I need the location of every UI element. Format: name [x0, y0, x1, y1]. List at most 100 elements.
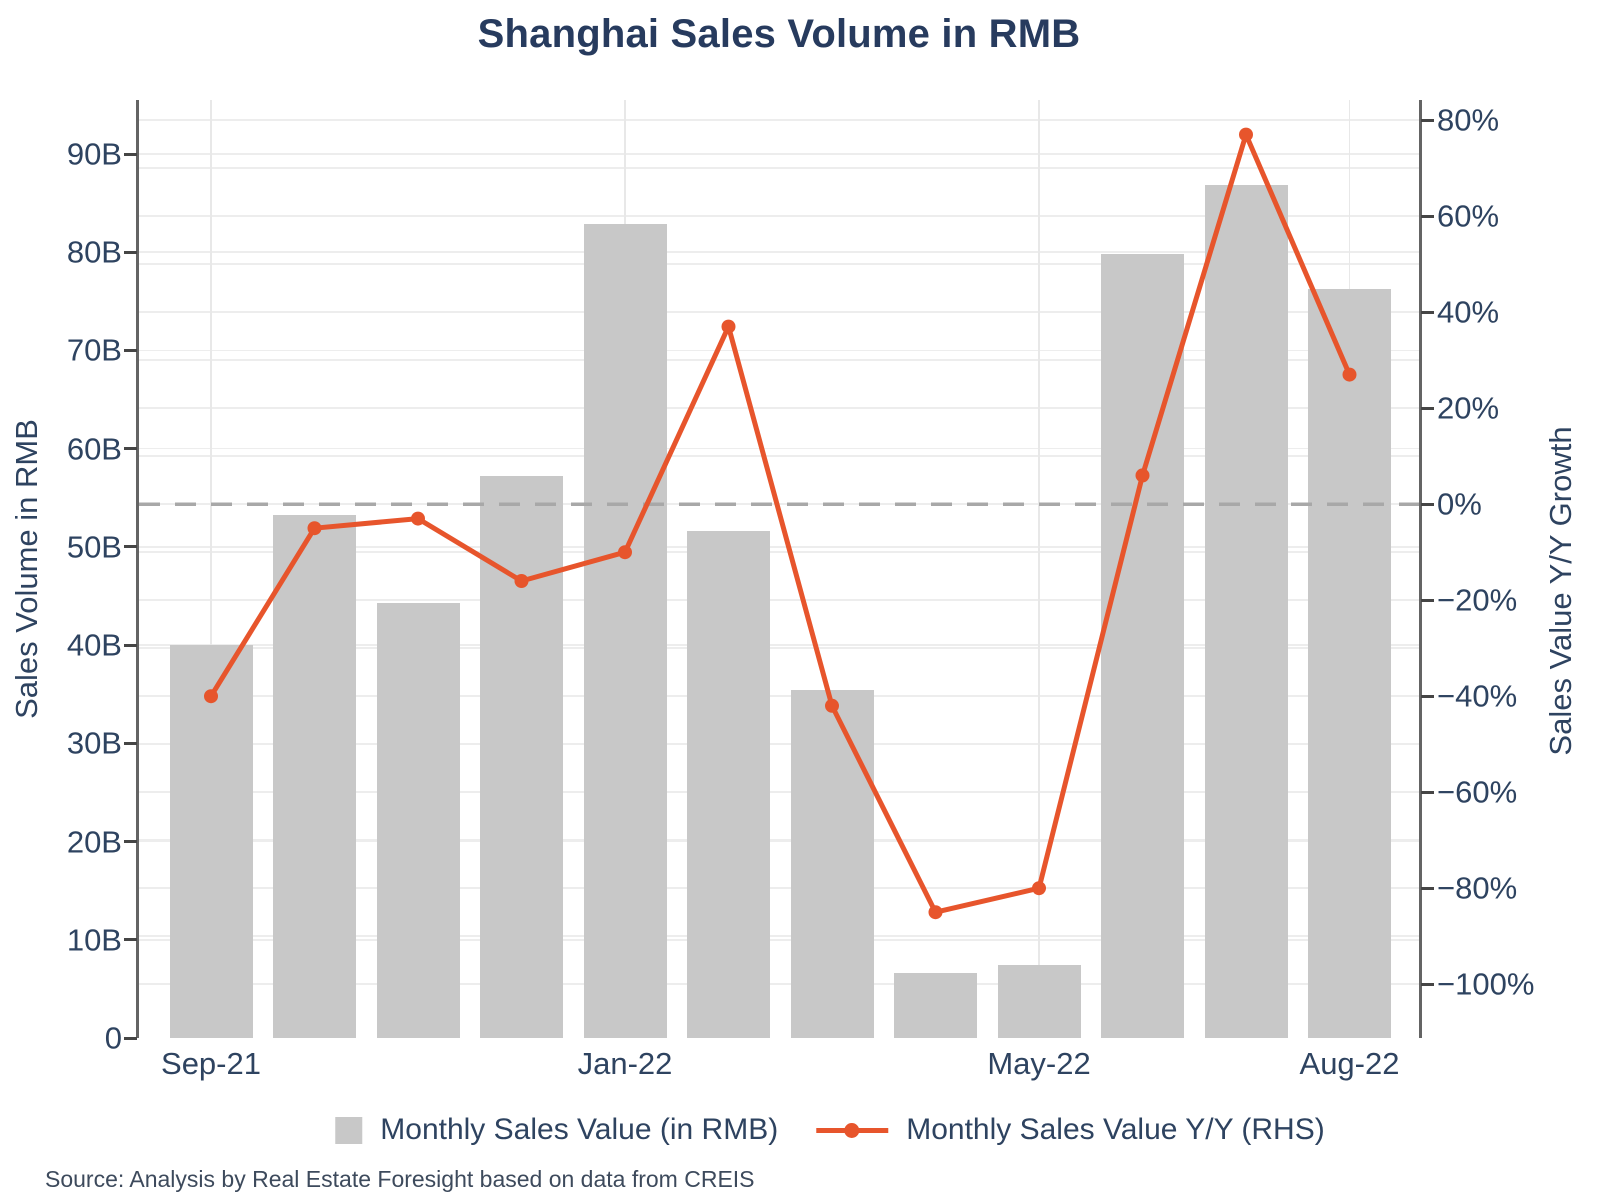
bar-sep-21 — [169, 645, 253, 1038]
source-note: Source: Analysis by Real Estate Foresigh… — [45, 1166, 755, 1192]
line-series-layer — [139, 127, 1419, 920]
line-point-oct-21 — [307, 521, 322, 536]
bar-nov-21 — [376, 602, 460, 1038]
bar-apr-22 — [894, 973, 977, 1038]
gridline-right-20 — [139, 407, 1419, 409]
gridline-right-60 — [139, 215, 1419, 217]
gridline-right--40 — [139, 695, 1419, 697]
left-tick-label-40B: 40B — [66, 627, 122, 663]
bar-feb-22 — [687, 531, 770, 1038]
left-tick-0 — [124, 1036, 137, 1040]
left-tick-label-0: 0 — [104, 1020, 122, 1056]
right-tick-40% — [1421, 310, 1434, 314]
right-tick-−100% — [1421, 982, 1434, 986]
bar-aug-22 — [1308, 288, 1391, 1038]
chart-title: Shanghai Sales Volume in RMB — [477, 12, 1081, 56]
gridline-right--90 — [139, 935, 1419, 938]
left-tick-60B — [124, 447, 137, 451]
bar-jul-22 — [1204, 185, 1288, 1038]
gridline-left-30 — [139, 742, 1419, 745]
right-tick-60% — [1421, 214, 1434, 218]
line-point-feb-22 — [721, 319, 736, 334]
x-tick-label-aug-22: Aug-22 — [1299, 1046, 1400, 1081]
gridline-left-90 — [139, 153, 1419, 155]
right-tick-label-60%: 60% — [1437, 198, 1500, 234]
gridline-left-40 — [139, 644, 1419, 646]
line-point-sep-21 — [204, 689, 218, 704]
right-axis-spine — [1419, 100, 1422, 1038]
line-point-aug-22 — [1342, 367, 1357, 382]
right-tick-−40% — [1421, 694, 1434, 698]
left-tick-10B — [124, 938, 137, 942]
left-tick-label-20B: 20B — [66, 824, 122, 860]
bar-jan-22 — [583, 223, 667, 1038]
line-point-may-22 — [1032, 881, 1046, 896]
bar-may-22 — [997, 965, 1081, 1038]
gridline-left-60 — [139, 447, 1419, 450]
line-point-jul-22 — [1239, 127, 1253, 142]
right-tick-80% — [1421, 118, 1434, 122]
right-tick-label-−40%: −40% — [1437, 678, 1518, 714]
bar-mar-22 — [790, 690, 874, 1038]
line-marker-icon — [816, 1122, 889, 1138]
right-tick-−60% — [1421, 790, 1434, 794]
left-tick-label-60B: 60B — [66, 431, 122, 467]
gridline-right-10 — [139, 455, 1419, 457]
plot-area: 0 10B 20B 30B 40B 50B 60B 70B 80B 90B 80% 60% 40% 20%… — [67, 100, 1534, 1079]
left-tick-90B — [124, 152, 137, 156]
right-tick-label-−80%: −80% — [1437, 870, 1518, 906]
gridline-left-10 — [139, 938, 1419, 941]
gridline-right--30 — [139, 647, 1419, 649]
legend-item-bars: Monthly Sales Value (in RMB) — [335, 1113, 778, 1147]
right-tick-−80% — [1421, 886, 1434, 890]
right-tick-0% — [1421, 502, 1434, 506]
x-tick-label-jan-22: Jan-22 — [577, 1046, 673, 1081]
left-tick-label-10B: 10B — [66, 922, 122, 958]
bar-swatch-icon — [335, 1116, 363, 1144]
gridline-right--20 — [139, 599, 1419, 601]
left-tick-50B — [124, 545, 137, 549]
left-tick-80B — [124, 250, 137, 254]
gridline-right-80 — [139, 119, 1419, 121]
x-tick-label-may-22: May-22 — [987, 1046, 1091, 1081]
gridline-x-May-22 — [1038, 100, 1040, 1038]
left-tick-70B — [124, 348, 137, 352]
line-point-apr-22 — [928, 905, 943, 920]
right-tick-label-−60%: −60% — [1437, 774, 1518, 810]
legend-label-bars: Monthly Sales Value (in RMB) — [380, 1113, 779, 1146]
right-tick-20% — [1421, 406, 1434, 410]
left-tick-label-30B: 30B — [66, 725, 122, 761]
left-tick-label-90B: 90B — [66, 136, 122, 172]
bar-oct-21 — [273, 515, 356, 1038]
left-axis-title: Sales Volume in RMB — [9, 419, 44, 719]
gridline-left-20 — [139, 840, 1419, 843]
line-point-jan-22 — [618, 545, 632, 560]
gridline-left-70 — [139, 349, 1419, 352]
bar-dec-21 — [480, 476, 563, 1038]
left-tick-label-70B: 70B — [66, 332, 122, 368]
gridline-right--70 — [139, 839, 1419, 842]
right-tick-−20% — [1421, 598, 1434, 602]
gridline-right--60 — [139, 791, 1419, 793]
gridline-right-30 — [139, 359, 1419, 361]
right-tick-label-40%: 40% — [1437, 294, 1500, 330]
gridline-right--80 — [139, 887, 1419, 890]
right-tick-label-80%: 80% — [1437, 102, 1500, 138]
gridline-right-50 — [139, 263, 1419, 265]
right-tick-label-0%: 0% — [1437, 486, 1482, 522]
left-tick-20B — [124, 840, 137, 844]
legend-label-line: Monthly Sales Value Y/Y (RHS) — [906, 1113, 1325, 1146]
gridline-right-70 — [139, 167, 1419, 169]
gridline-right-40 — [139, 311, 1419, 313]
gridline-left-80 — [139, 251, 1419, 254]
line-point-nov-21 — [411, 511, 425, 526]
gridline-right--10 — [139, 551, 1419, 553]
right-tick-label-20%: 20% — [1437, 390, 1500, 426]
left-tick-label-50B: 50B — [66, 529, 122, 565]
gridline-right--50 — [139, 743, 1419, 745]
yoy-growth-line — [208, 132, 1352, 915]
left-axis-spine — [136, 100, 139, 1038]
left-tick-30B — [124, 741, 137, 745]
left-tick-40B — [124, 643, 137, 647]
